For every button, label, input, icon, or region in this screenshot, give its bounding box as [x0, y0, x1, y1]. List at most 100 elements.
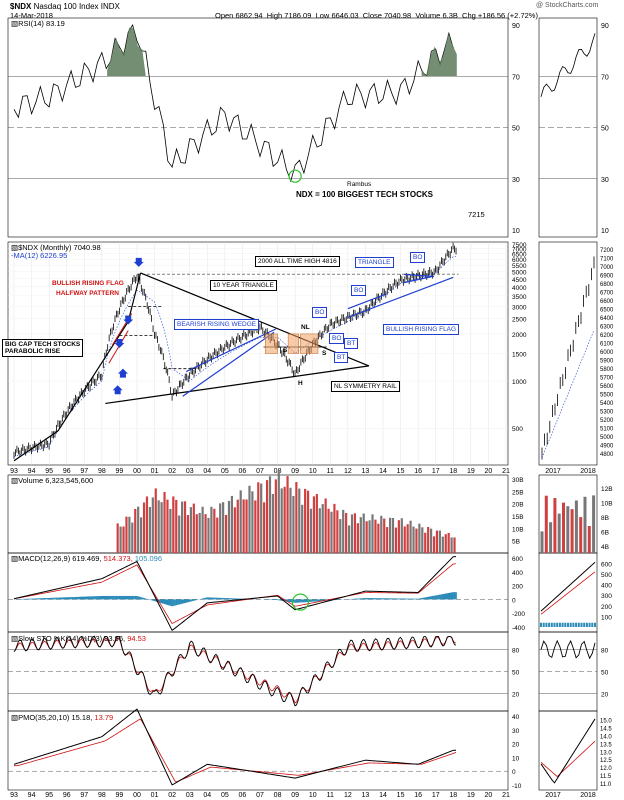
macd-hist-bar — [399, 598, 402, 600]
macd-hist-bar — [98, 596, 100, 600]
rsi-overbought-fill — [421, 33, 457, 77]
macd-hist-bar — [153, 599, 156, 602]
macd-hist-bar — [215, 597, 217, 600]
rsi-tick-right: 50 — [601, 126, 609, 133]
macd-hist-bar — [401, 598, 403, 600]
macd-hist-bar — [354, 598, 356, 600]
volume-bar — [356, 523, 359, 553]
rsi-line — [13, 24, 454, 183]
macd-hist-bar — [45, 598, 48, 600]
volume-bar — [268, 476, 272, 553]
volume-bar — [201, 506, 204, 553]
pmo-line — [13, 708, 457, 786]
macd-hist-bar — [226, 598, 229, 600]
volume-bar — [394, 527, 398, 553]
macd-hist-bar — [298, 599, 301, 603]
macd-hist-bar — [190, 599, 192, 602]
volume-bar — [327, 508, 330, 553]
macd-hist-bar — [52, 597, 55, 600]
macd-tick: -400 — [512, 625, 525, 632]
x-tick-label: 13 — [362, 468, 370, 475]
x-tick-label-bottom: 96 — [63, 792, 71, 799]
volume-bar — [429, 528, 433, 553]
x-tick-label: 21 — [502, 468, 510, 475]
head-label: H — [298, 380, 303, 387]
x-tick-label: 08 — [274, 468, 282, 475]
volume-bar — [377, 523, 380, 553]
x-tick-label-bottom: 06 — [239, 792, 247, 799]
macd-hist-bar — [377, 598, 380, 600]
volume-bar — [388, 517, 392, 553]
macd-hist-bar — [133, 595, 135, 600]
volume-bar — [421, 527, 424, 553]
macd-hist-bar — [70, 597, 72, 600]
bullish-flag-label-1: BULLISH RISING FLAG — [52, 280, 124, 287]
macd-hist-bar-right — [550, 622, 553, 627]
volume-bar — [195, 514, 198, 553]
macd-hist-bar — [235, 598, 238, 600]
macd-hist-bar — [61, 597, 64, 600]
macd-hist-bar — [444, 593, 447, 600]
macd-hist-bar — [137, 596, 140, 600]
volume-bar — [345, 512, 348, 553]
macd-hist-bar — [357, 598, 359, 600]
macd-hist-bar — [319, 599, 321, 602]
macd-hist-bar — [281, 599, 283, 601]
macd-hist-bar — [314, 599, 317, 602]
macd-hist-bar — [449, 592, 451, 600]
macd-hist-bar — [218, 597, 220, 600]
volume-bar — [169, 508, 172, 553]
volume-bar — [409, 520, 412, 553]
volume-bar — [286, 476, 289, 553]
x-tick-label-bottom: 95 — [45, 792, 53, 799]
macd-hist-bar — [120, 595, 122, 600]
x-tick-label: 19 — [467, 468, 475, 475]
macd-hist-bar — [114, 595, 116, 600]
x-tick-label-bottom: 13 — [362, 792, 370, 799]
volume-bar — [154, 488, 157, 553]
volume-bar — [216, 517, 219, 553]
volume-bar — [450, 537, 453, 553]
macd-hist-bar — [303, 599, 305, 603]
volume-bar — [353, 513, 357, 553]
macd-hist-bar — [311, 599, 314, 602]
blue-arrow-icon — [123, 315, 134, 325]
macd-hist-bar — [68, 597, 71, 600]
macd-hist-bar — [301, 599, 304, 603]
macd-hist-bar — [64, 597, 67, 600]
flag-bottom — [347, 276, 454, 318]
price-tick-right: 5200 — [600, 418, 614, 424]
pmo-tick: 0 — [512, 769, 516, 776]
macd-hist-bar — [404, 598, 406, 600]
macd-hist-bar — [273, 599, 276, 600]
volume-bar — [368, 520, 371, 553]
volume-bar — [435, 530, 439, 553]
macd-hist-bar — [352, 598, 355, 600]
macd-hist-bar — [81, 596, 84, 600]
macd-hist-bar — [421, 597, 424, 600]
macd-hist-bar-right — [553, 622, 556, 627]
macd-hist-bar — [415, 598, 418, 600]
macd-hist-bar — [112, 595, 115, 600]
macd-hist-bar — [92, 596, 94, 600]
x-tick-label-bottom: 93 — [10, 792, 18, 799]
volume-bar — [145, 496, 149, 553]
volume-bar — [140, 517, 143, 553]
price-tick-right: 5800 — [600, 367, 614, 373]
volume-bar — [447, 532, 450, 553]
sto-tick-right: 20 — [601, 691, 609, 698]
macd-hist-bar — [105, 595, 108, 600]
triangle-bottom-line — [105, 365, 370, 405]
volume-bar — [295, 482, 298, 553]
volume-tick: 25B — [512, 489, 524, 496]
volume-bar — [116, 523, 119, 553]
x-tick-label-bottom: 05 — [221, 792, 229, 799]
volume-bar-right — [587, 526, 591, 553]
volume-bar — [142, 502, 146, 553]
macd-hist-bar-right — [577, 622, 580, 627]
x-tick-label-bottom: 16 — [414, 792, 422, 799]
price-tick-right: 4800 — [600, 452, 614, 458]
macd-hist-bar — [384, 598, 387, 600]
macd-hist-bar — [411, 598, 413, 600]
price-tick-right: 6000 — [600, 350, 614, 356]
